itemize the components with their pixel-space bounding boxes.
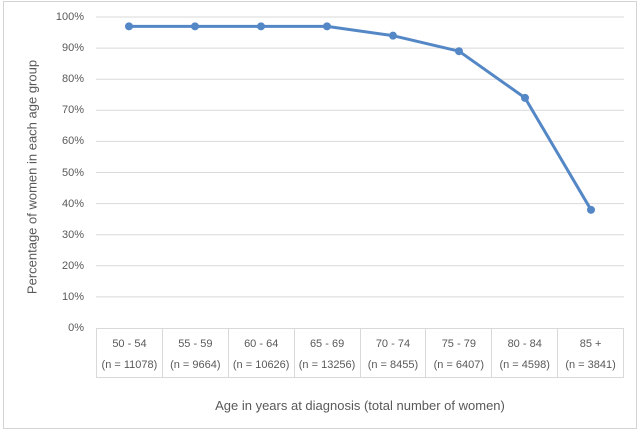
- x-axis-title: Age in years at diagnosis (total number …: [215, 398, 505, 413]
- x-axis-category-table: 50 - 54 (n = 11078) 55 - 59 (n = 9664) 60 - …: [96, 328, 624, 378]
- y-tick-label: 90%: [61, 42, 84, 55]
- category-count-label: (n = 11078): [101, 359, 158, 371]
- category-range-label: 60 - 64: [244, 338, 279, 350]
- category-count-label: (n = 6407): [433, 359, 485, 371]
- category-cell: 65 - 69 (n = 13256): [295, 329, 361, 377]
- data-point-marker: [521, 93, 529, 102]
- category-cell: 60 - 64 (n = 10626): [229, 329, 295, 377]
- data-point-marker: [323, 22, 331, 31]
- category-count-label: (n = 13256): [298, 359, 356, 371]
- y-axis-tick-labels: 100% 90% 80% 70% 60% 50% 40% 30% 20% 10% 0%: [0, 0, 84, 431]
- data-point-marker: [389, 31, 397, 40]
- category-count-label: (n = 8455): [367, 359, 419, 371]
- category-range-label: 80 - 84: [507, 338, 542, 350]
- category-count-label: (n = 10626): [232, 359, 290, 371]
- category-range-label: 55 - 59: [178, 338, 213, 350]
- category-count-label: (n = 4598): [499, 359, 550, 371]
- data-point-marker: [257, 22, 265, 31]
- y-tick-label: 100%: [55, 11, 84, 23]
- category-count-label: (n = 3841): [565, 359, 616, 371]
- category-range-label: 65 - 69: [309, 338, 345, 350]
- y-tick-label: 20%: [61, 259, 84, 272]
- category-count-label: (n = 9664): [170, 359, 221, 371]
- series-line: [127, 24, 593, 212]
- category-cell: 70 - 74 (n = 8455): [361, 329, 427, 377]
- category-range-label: 70 - 74: [375, 338, 411, 350]
- y-axis-title: Percentage of women in each age group: [24, 59, 40, 295]
- category-range-label: 85 +: [579, 338, 602, 350]
- y-tick-label: 80%: [61, 73, 84, 86]
- category-cell: 75 - 79 (n = 6407): [426, 329, 493, 377]
- y-tick-label: 70%: [61, 104, 84, 117]
- category-range-label: 75 - 79: [441, 338, 476, 350]
- y-tick-label: 50%: [61, 166, 84, 179]
- category-range-label: 50 - 54: [112, 338, 147, 350]
- data-point-marker: [455, 47, 463, 56]
- data-point-marker: [587, 205, 595, 214]
- data-point-marker: [191, 22, 199, 31]
- y-tick-label: 60%: [61, 135, 84, 148]
- y-tick-label: 30%: [61, 228, 84, 241]
- y-tick-label: 0%: [68, 322, 84, 334]
- category-cell: 55 - 59 (n = 9664): [163, 329, 229, 377]
- y-tick-label: 10%: [61, 290, 84, 303]
- data-point-marker: [125, 22, 133, 31]
- y-tick-label: 40%: [61, 197, 84, 210]
- category-cell: 85 + (n = 3841): [558, 329, 623, 377]
- category-cell: 50 - 54 (n = 11078): [97, 329, 163, 377]
- category-cell: 80 - 84 (n = 4598): [492, 329, 559, 377]
